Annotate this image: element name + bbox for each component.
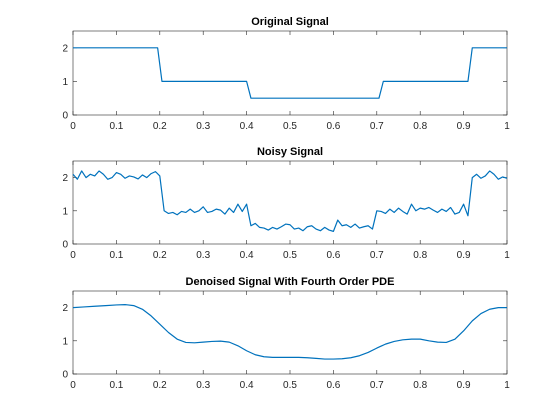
x-tick-label: 0 [70, 380, 76, 391]
subplot-2: Noisy Signal 0 0.1 0.2 0.3 0.4 0.5 0.6 0.7 0.8 0.9… [62, 146, 510, 261]
x-tick-label: 0.8 [413, 121, 427, 132]
x-tick-label: 0.5 [283, 250, 297, 261]
x-tick-label: 0.5 [283, 380, 297, 391]
x-tick-label: 0.1 [109, 250, 123, 261]
x-tick-label: 0.8 [413, 380, 427, 391]
subplot-3: Denoised Signal With Fourth Order PDE 0 0.… [62, 276, 510, 391]
y-tick-label: 0 [62, 370, 68, 381]
x-tick-label: 0.7 [370, 250, 384, 261]
x-tick-label: 0.2 [153, 250, 167, 261]
x-tick-label: 0.6 [326, 250, 340, 261]
x-tick-label: 0.7 [370, 121, 384, 132]
axes-box [72, 160, 508, 245]
y-tick-label: 0 [62, 240, 68, 251]
axes-box [72, 290, 508, 375]
x-tick-label: 0.3 [196, 380, 210, 391]
x-tick-label: 0.1 [109, 121, 123, 132]
series-line-1 [72, 170, 508, 232]
x-tick-label: 0.4 [240, 250, 254, 261]
y-tick-label: 2 [62, 43, 68, 54]
x-tick-label: 0.9 [457, 121, 471, 132]
x-tick-label: 0 [70, 250, 76, 261]
axes-box [72, 30, 508, 116]
x-tick-label: 1 [504, 121, 510, 132]
x-tick-label: 0.6 [326, 380, 340, 391]
series-line-1 [73, 47, 507, 99]
y-tick-label: 1 [62, 77, 68, 88]
x-tick-label: 0 [70, 121, 76, 132]
series-line-1 [72, 304, 507, 360]
x-tick-label: 0.8 [413, 250, 427, 261]
x-tick-label: 0.3 [196, 121, 210, 132]
x-tick-label: 0.9 [457, 250, 471, 261]
x-tick-label: 0.2 [153, 380, 167, 391]
y-tick-label: 1 [62, 206, 68, 217]
y-tick-label: 2 [62, 303, 68, 314]
subplot-title: Denoised Signal With Fourth Order PDE [186, 276, 395, 288]
y-tick-label: 1 [62, 336, 68, 347]
x-tick-label: 0.1 [109, 380, 123, 391]
x-tick-label: 0.3 [196, 250, 210, 261]
x-tick-label: 0.2 [153, 121, 167, 132]
y-tick-label: 2 [62, 173, 68, 184]
x-tick-label: 0.9 [457, 380, 471, 391]
x-tick-label: 0.7 [370, 380, 384, 391]
x-tick-label: 0.4 [240, 380, 254, 391]
y-tick-label: 0 [62, 111, 68, 122]
x-tick-label: 1 [504, 250, 510, 261]
subplot-1: Original Signal 0 0.1 0.2 0.3 0.4 0.5 0.6 0.7 0.8… [62, 16, 510, 132]
subplot-title: Noisy Signal [257, 146, 323, 158]
x-tick-label: 1 [504, 380, 510, 391]
subplot-title: Original Signal [251, 16, 329, 28]
x-tick-label: 0.6 [326, 121, 340, 132]
x-tick-label: 0.4 [240, 121, 254, 132]
x-tick-label: 0.5 [283, 121, 297, 132]
